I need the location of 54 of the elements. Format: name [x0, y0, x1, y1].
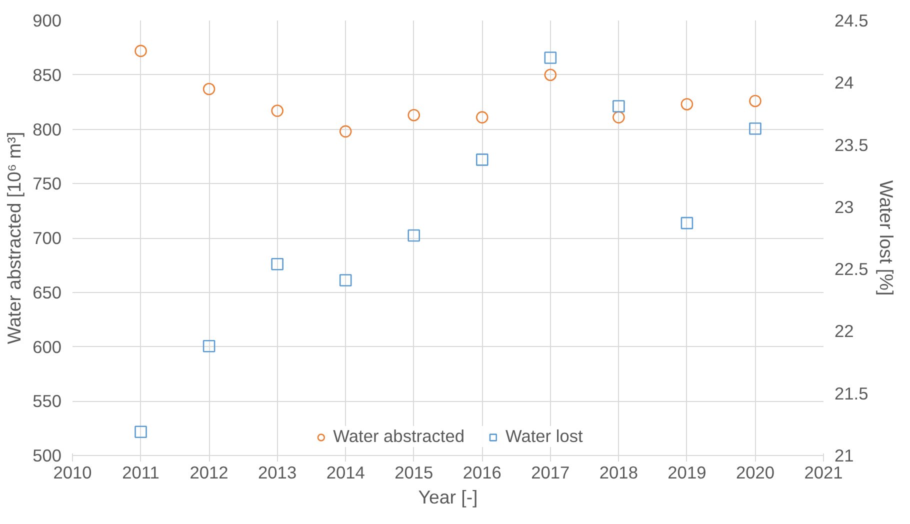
- y2-tick-label: 24: [834, 72, 854, 93]
- y-tick-label: 550: [32, 391, 62, 412]
- y2-tick-label: 21: [834, 446, 854, 466]
- x-tick-label: 2014: [326, 462, 366, 482]
- point: [134, 426, 147, 438]
- y-tick-label: 800: [32, 119, 62, 140]
- legend-label: Water lost: [505, 426, 583, 447]
- y-tick-label: 700: [32, 228, 62, 248]
- point: [749, 122, 762, 135]
- x-tick-label: 2012: [190, 462, 228, 482]
- y2-tick-label: 22: [834, 321, 854, 342]
- point: [612, 111, 625, 124]
- x-tick-label: 2021: [804, 462, 843, 482]
- point: [680, 98, 694, 110]
- point: [408, 229, 420, 242]
- x-tick-label: 2018: [599, 462, 638, 482]
- x-tick-label: 2013: [258, 462, 297, 482]
- y2-tick-label: 23.5: [834, 134, 868, 155]
- y-tick-label: 850: [32, 64, 62, 85]
- y-tick-label: 900: [32, 10, 62, 30]
- point: [271, 258, 284, 270]
- y2-tick-label: 23: [834, 196, 854, 217]
- y2-tick-label: 22.5: [834, 259, 868, 280]
- point: [476, 111, 488, 124]
- point: [202, 82, 216, 96]
- point: [612, 100, 625, 112]
- x-tick-label: 2015: [394, 462, 434, 482]
- point: [544, 52, 557, 64]
- y2-tick-label: 24.5: [834, 10, 868, 30]
- y-tick-label: 750: [32, 174, 62, 194]
- point: [680, 216, 694, 230]
- point: [134, 44, 147, 58]
- point: [339, 274, 352, 286]
- y2-axis-title: Water lost [%]: [876, 180, 898, 296]
- point: [749, 94, 762, 108]
- point: [476, 154, 488, 166]
- point: [408, 108, 420, 122]
- x-tick-label: 2016: [462, 462, 502, 482]
- point: [544, 68, 557, 82]
- x-tick-label: 2019: [668, 462, 706, 482]
- point: [339, 125, 352, 138]
- y-tick-label: 600: [32, 336, 62, 357]
- legend-label: Water abstracted: [333, 426, 464, 447]
- x-tick-label: 2020: [736, 462, 775, 482]
- y-tick-label: 500: [32, 446, 62, 466]
- point: [271, 104, 284, 117]
- x-axis-title: Year [-]: [418, 486, 478, 508]
- point: [202, 340, 216, 352]
- x-tick-label: 2017: [531, 462, 570, 482]
- y2-tick-label: 21.5: [834, 383, 868, 404]
- x-tick-label: 2010: [53, 462, 92, 482]
- y-axis-title: Water abstracted [10⁶ m³]: [4, 132, 25, 344]
- y-tick-label: 650: [32, 282, 62, 302]
- x-tick-label: 2011: [122, 462, 160, 482]
